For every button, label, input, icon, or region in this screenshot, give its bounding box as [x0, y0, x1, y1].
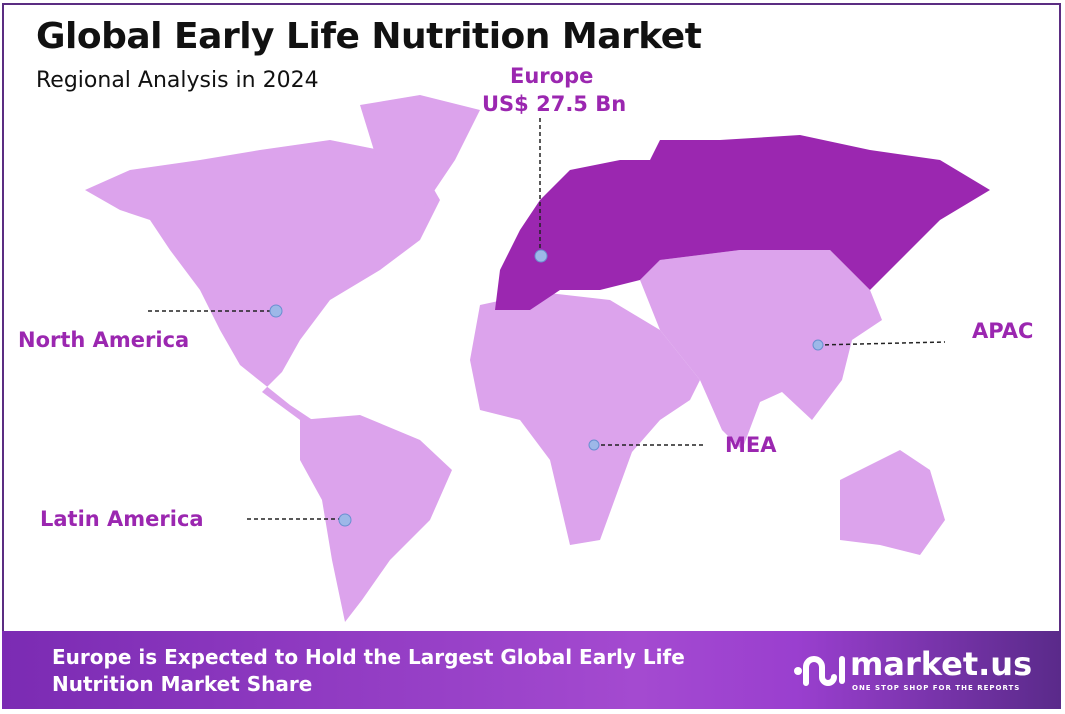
australia-shape [840, 450, 945, 555]
north-america-shape [85, 140, 440, 425]
africa-shape [470, 292, 700, 545]
logo-name: market.us [850, 645, 1033, 683]
apac-marker [812, 339, 824, 351]
apac-leader-line [817, 341, 946, 346]
south-america-shape [300, 415, 452, 622]
page-title: Global Early Life Nutrition Market [36, 16, 702, 57]
logo-tagline: ONE STOP SHOP FOR THE REPORTS [852, 684, 1021, 692]
latin-america-label: Latin America [40, 507, 204, 531]
footer-text: Europe is Expected to Hold the Largest G… [52, 645, 685, 696]
market-us-logo: market.us ONE STOP SHOP FOR THE REPORTS [792, 645, 1032, 693]
mea-label: MEA [725, 433, 777, 457]
page-subtitle: Regional Analysis in 2024 [36, 68, 319, 93]
asia-shape [640, 250, 882, 450]
greenland-shape [360, 95, 480, 215]
europe-russia-shape [495, 135, 990, 310]
latin-america-marker [338, 513, 352, 527]
europe-value: US$ 27.5 Bn [482, 92, 627, 116]
north-america-label: North America [18, 328, 190, 352]
apac-label: APAC [972, 319, 1034, 343]
europe-label: Europe [510, 64, 594, 88]
logo-mark-icon [794, 656, 845, 686]
footer-banner: Europe is Expected to Hold the Largest G… [2, 631, 1061, 709]
mea-marker [588, 439, 600, 451]
north-america-marker [269, 304, 283, 318]
europe-marker [534, 249, 548, 263]
